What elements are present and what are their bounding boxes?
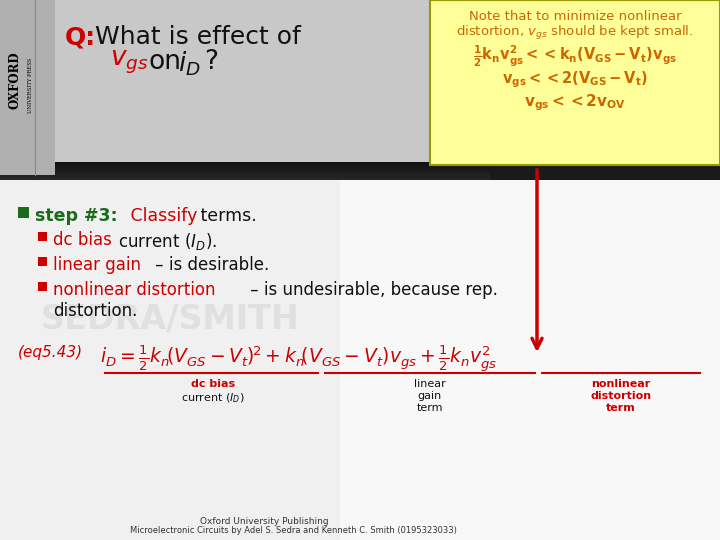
Bar [0,178,490,179]
Bar [0,165,490,166]
Bar [0,167,490,168]
Bar [0,171,490,172]
Text: current ($I_D$): current ($I_D$) [181,391,245,404]
Text: What is effect of: What is effect of [95,25,301,49]
Bar [0,166,490,167]
Text: term: term [606,403,636,413]
Bar [0,165,490,166]
Bar [0,0,55,175]
Bar [0,169,490,171]
Bar [0,177,490,178]
Text: Note that to minimize nonlinear: Note that to minimize nonlinear [469,10,681,23]
Text: current ($I_D$).: current ($I_D$). [113,231,217,252]
Text: – is desirable.: – is desirable. [150,256,269,274]
Text: linear gain: linear gain [53,256,141,274]
Bar [0,173,490,174]
Bar [0,162,490,163]
Text: $i_D$: $i_D$ [178,49,201,78]
Bar [0,166,490,167]
Text: – is undesirable, because rep.: – is undesirable, because rep. [245,281,498,299]
Text: nonlinear: nonlinear [591,379,651,389]
Bar [0,168,490,170]
Bar [0,170,490,171]
Bar [0,180,720,540]
Bar [0,179,490,180]
Bar [0,174,490,175]
Bar [0,172,490,173]
Text: step #3:: step #3: [35,207,117,225]
Text: OXFORD: OXFORD [9,51,22,109]
Text: linear: linear [414,379,446,389]
Text: Microelectronic Circuits by Adel S. Sedra and Kenneth C. Smith (0195323033): Microelectronic Circuits by Adel S. Sedr… [130,526,457,535]
Text: UNIVERSITY PRESS: UNIVERSITY PRESS [27,57,32,113]
Bar [430,0,720,165]
Bar [0,175,490,176]
Text: Classify: Classify [125,207,197,225]
Bar [0,166,490,168]
Text: $i_D = \frac{1}{2}k_n\!\left(V_{GS}-V_t\right)^{\!2}+k_n\!\left(V_{GS}-V_t\right: $i_D = \frac{1}{2}k_n\!\left(V_{GS}-V_t\… [100,343,498,374]
Text: Oxford University Publishing: Oxford University Publishing [200,517,328,526]
Bar [18,207,29,218]
Bar [38,257,47,266]
Bar [0,169,490,170]
Bar [0,0,490,175]
Text: terms.: terms. [195,207,257,225]
Bar [0,164,490,165]
Bar [0,172,490,174]
Text: SEDRA/SMITH: SEDRA/SMITH [40,303,300,336]
Bar [0,165,490,167]
Text: dc bias: dc bias [53,231,112,249]
Bar [0,170,490,171]
Bar [0,171,490,172]
Bar [0,162,720,180]
Bar [0,167,490,169]
Text: term: term [417,403,444,413]
Bar [0,173,490,175]
Bar [0,176,490,177]
Bar [0,170,490,172]
Bar [0,180,340,540]
Text: (eq5.43): (eq5.43) [18,345,83,360]
Bar [38,282,47,291]
Text: dc bias: dc bias [191,379,235,389]
Text: $\mathbf{v_{gs} << 2v_{OV}}$: $\mathbf{v_{gs} << 2v_{OV}}$ [524,92,626,113]
Bar [0,172,490,173]
Bar [0,168,490,169]
Text: ?: ? [204,49,218,75]
Text: Q:: Q: [65,25,96,49]
Text: nonlinear distortion: nonlinear distortion [53,281,215,299]
Text: on: on [148,49,181,75]
Bar [0,167,490,168]
Bar [0,164,490,165]
Bar [0,168,490,170]
Bar [38,232,47,241]
Text: $\mathbf{\frac{1}{2}k_n v_{gs}^2 << k_n(V_{GS}-V_t)v_{gs}}$: $\mathbf{\frac{1}{2}k_n v_{gs}^2 << k_n(… [473,44,677,69]
Bar [0,172,490,173]
Text: gain: gain [418,391,442,401]
Bar [0,171,490,172]
Bar [0,165,490,166]
Text: $\mathbf{v_{gs} << 2(V_{GS}-V_t)}$: $\mathbf{v_{gs} << 2(V_{GS}-V_t)}$ [502,69,648,90]
Text: distortion: distortion [590,391,652,401]
Bar [0,173,490,174]
Text: distortion.: distortion. [53,302,138,320]
Text: $v_{gs}$: $v_{gs}$ [110,49,148,76]
Bar [0,163,490,164]
Text: distortion, $v_{gs}$ should be kept small.: distortion, $v_{gs}$ should be kept smal… [456,24,693,42]
